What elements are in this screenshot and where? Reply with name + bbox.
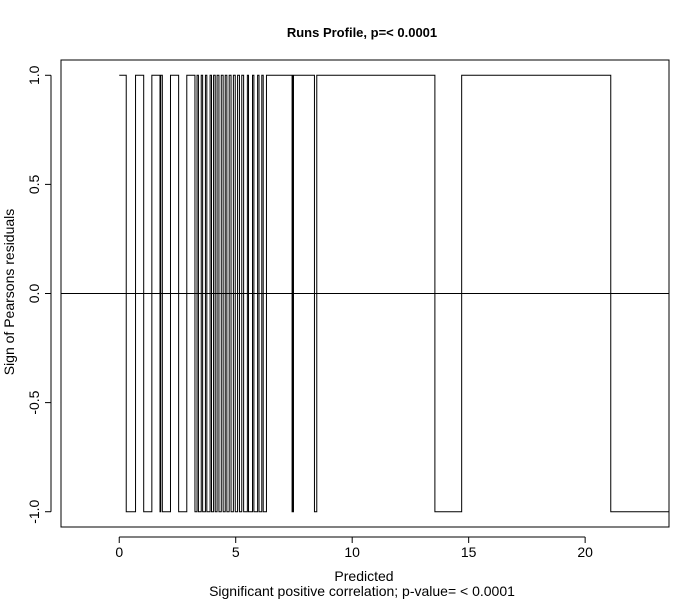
- runs-series-line: [119, 74, 670, 513]
- y-tick-label: -1.0: [26, 499, 42, 523]
- x-tick-label: 20: [577, 544, 593, 560]
- y-axis-label: Sign of Pearsons residuals: [1, 209, 17, 376]
- x-tick-label: 5: [232, 544, 240, 560]
- y-tick-label: 0.5: [26, 174, 42, 194]
- y-axis: -1.0 -0.5 0.0 0.5 1.0: [26, 65, 52, 524]
- y-tick-label: -0.5: [26, 390, 42, 414]
- y-tick-label: 1.0: [26, 65, 42, 85]
- x-axis-label: Predicted: [334, 568, 393, 584]
- x-tick-label: 0: [115, 544, 123, 560]
- x-tick-label: 15: [461, 544, 477, 560]
- y-tick-label: 0.0: [26, 284, 42, 304]
- chart-subtitle: Significant positive correlation; p-valu…: [209, 583, 515, 599]
- x-axis: 0 5 10 15 20: [115, 536, 593, 560]
- chart-title: Runs Profile, p=< 0.0001: [287, 25, 437, 40]
- x-tick-label: 10: [344, 544, 360, 560]
- marks-layer: [61, 74, 670, 513]
